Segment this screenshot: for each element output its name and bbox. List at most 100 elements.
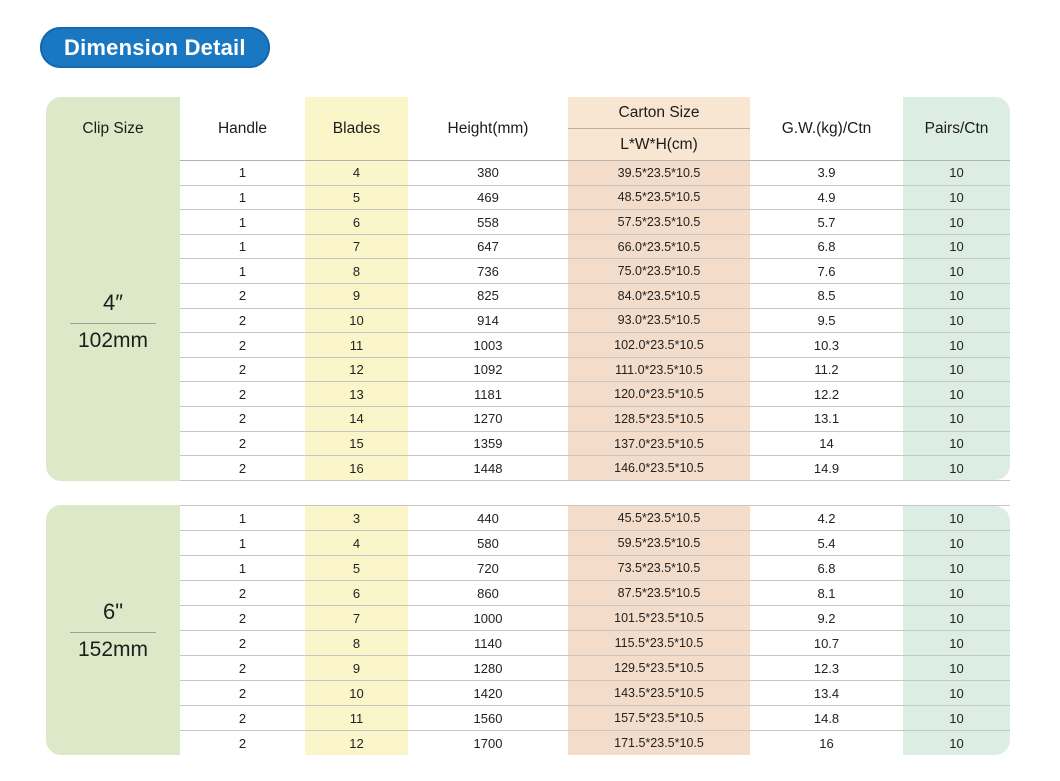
cell-gw: 9.5: [817, 312, 836, 328]
header-blades: Blades: [305, 97, 408, 160]
cell-pairs: 10: [903, 731, 1010, 755]
cell-blades: 5: [305, 185, 408, 210]
table-row: 2 11 1560 157.5*23.5*10.5 14.8 10: [180, 705, 1010, 730]
section-rows: 1 4 380 39.5*23.5*10.5 3.9 10 1 5 469 48.5*23.5*1…: [180, 161, 1010, 481]
table-row: 2 12 1092 111.0*23.5*10.5 11.2 10: [180, 356, 1010, 382]
cell-handle: 2: [238, 610, 247, 626]
cell-pairs: 10: [903, 210, 1010, 234]
table-row: 1 5 720 73.5*23.5*10.5 6.8 10: [180, 555, 1010, 580]
cell-handle: 2: [238, 337, 247, 353]
cell-carton: 66.0*23.5*10.5: [568, 234, 750, 259]
cell-carton: 171.5*23.5*10.5: [568, 731, 750, 755]
cell-gw: 4.9: [817, 189, 836, 205]
clip-size-cell-4inch: 4″ 102mm: [46, 161, 180, 481]
cell-height: 1140: [474, 635, 502, 651]
cell-handle: 2: [238, 685, 247, 701]
cell-blades: 8: [305, 631, 408, 655]
cell-height: 1000: [473, 610, 503, 626]
cell-gw: 12.3: [813, 660, 840, 676]
header-clip-size: Clip Size: [46, 97, 180, 161]
cell-blades: 5: [305, 556, 408, 580]
cell-carton: 111.0*23.5*10.5: [568, 357, 750, 382]
cell-handle: 2: [238, 362, 247, 378]
cell-height: 860: [477, 585, 499, 601]
header-height: Height(mm): [447, 119, 529, 137]
table-row: 1 6 558 57.5*23.5*10.5 5.7 10: [180, 209, 1010, 234]
cell-carton: 93.0*23.5*10.5: [568, 308, 750, 333]
cell-handle: 2: [238, 585, 247, 601]
cell-carton: 129.5*23.5*10.5: [568, 656, 750, 680]
cell-gw: 7.6: [817, 263, 836, 279]
cell-gw: 16: [819, 735, 834, 751]
cell-pairs: 10: [903, 431, 1010, 456]
table-header-right: Handle Blades Height(mm) Carton Size L*W…: [180, 97, 1010, 161]
header-gross-weight: G.W.(kg)/Ctn: [781, 119, 872, 137]
cell-handle: 2: [238, 386, 247, 402]
cell-carton: 45.5*23.5*10.5: [568, 506, 750, 530]
cell-blades: 15: [305, 431, 408, 456]
cell-carton: 120.0*23.5*10.5: [568, 382, 750, 407]
cell-gw: 8.1: [817, 585, 836, 601]
cell-carton: 128.5*23.5*10.5: [568, 407, 750, 431]
table-row: 2 9 825 84.0*23.5*10.5 8.5 10: [180, 283, 1010, 308]
table-row: 2 10 914 93.0*23.5*10.5 9.5 10: [180, 307, 1010, 333]
cell-carton: 101.5*23.5*10.5: [568, 606, 750, 630]
cell-pairs: 10: [903, 382, 1010, 407]
cell-carton: 59.5*23.5*10.5: [568, 531, 750, 555]
cell-height: 1092: [473, 362, 503, 378]
cell-handle: 2: [238, 288, 247, 304]
cell-blades: 10: [305, 308, 408, 333]
table-row: 1 3 440 45.5*23.5*10.5 4.2 10: [180, 506, 1010, 530]
cell-height: 1700: [473, 735, 503, 751]
cell-pairs: 10: [903, 185, 1010, 210]
clip-size-mm: 152mm: [77, 637, 149, 661]
cell-gw: 11.2: [814, 362, 839, 378]
cell-blades: 7: [305, 234, 408, 259]
cell-blades: 6: [305, 210, 408, 234]
cell-height: 1003: [473, 337, 503, 353]
cell-handle: 2: [238, 735, 247, 751]
cell-gw: 10.7: [813, 635, 840, 651]
cell-height: 1359: [473, 436, 503, 451]
cell-height: 469: [477, 189, 499, 205]
cell-handle: 2: [238, 436, 247, 451]
title-badge-label: Dimension Detail: [64, 34, 246, 60]
cell-blades: 11: [305, 706, 408, 730]
dimension-detail-table: Clip Size Handle Blades Height(mm) Carto…: [46, 97, 1010, 755]
cell-blades: 13: [305, 382, 408, 407]
cell-pairs: 10: [903, 333, 1010, 357]
cell-height: 1448: [473, 460, 503, 476]
cell-pairs: 10: [903, 308, 1010, 333]
cell-handle: 2: [238, 460, 247, 476]
cell-blades: 3: [305, 506, 408, 530]
cell-pairs: 10: [903, 284, 1010, 308]
cell-carton: 157.5*23.5*10.5: [568, 706, 750, 730]
cell-handle: 1: [238, 510, 247, 526]
header-carton-dimensions: L*W*H(cm): [620, 135, 698, 153]
cell-pairs: 10: [903, 706, 1010, 730]
table-header: Clip Size Handle Blades Height(mm) Carto…: [46, 97, 1010, 161]
cell-handle: 1: [238, 263, 247, 279]
cell-blades: 16: [305, 456, 408, 480]
section-gap: [46, 481, 1010, 505]
cell-height: 558: [477, 214, 499, 230]
cell-pairs: 10: [903, 581, 1010, 605]
cell-height: 1560: [473, 710, 503, 726]
cell-gw: 14.8: [813, 710, 840, 726]
cell-height: 720: [477, 560, 499, 576]
header-carton-size: Carton Size: [568, 97, 750, 129]
cell-blades: 14: [305, 407, 408, 431]
table-row: 1 4 380 39.5*23.5*10.5 3.9 10: [180, 161, 1010, 185]
clip-size-inch: 6": [70, 599, 156, 633]
cell-blades: 9: [305, 656, 408, 680]
cell-blades: 8: [305, 259, 408, 284]
cell-blades: 12: [305, 731, 408, 755]
cell-handle: 2: [238, 411, 247, 427]
header-handle: Handle: [217, 119, 268, 137]
table-row: 2 12 1700 171.5*23.5*10.5 16 10: [180, 730, 1010, 755]
cell-gw: 5.7: [817, 214, 836, 230]
section-6-inch: 6" 152mm 1 3 440 45.5*23.5*10.5 4.2 10 1 4 580 59…: [46, 505, 1010, 755]
cell-gw: 8.5: [817, 288, 836, 304]
cell-handle: 2: [238, 710, 247, 726]
cell-handle: 1: [238, 165, 247, 181]
